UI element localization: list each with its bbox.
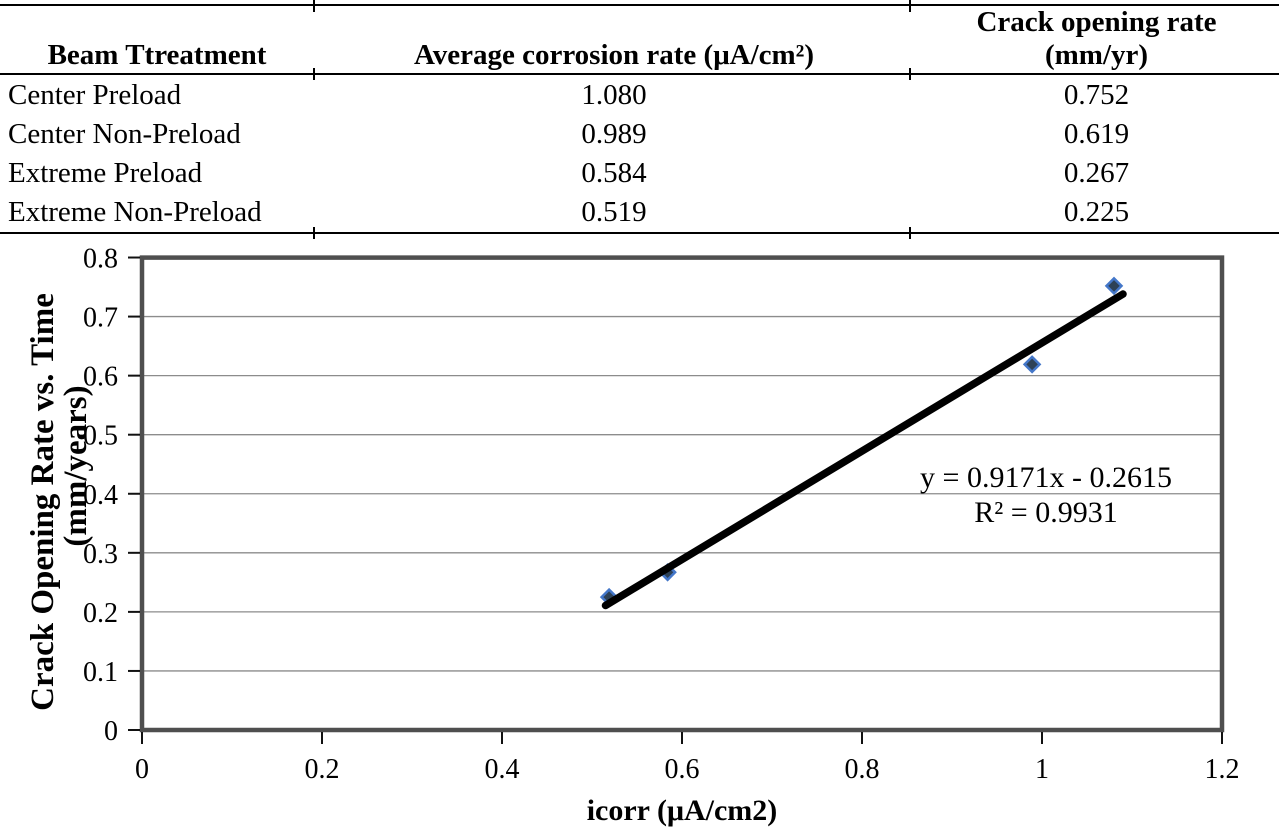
column-separator-tick [909,0,911,12]
corrosion-rate-cell: 0.584 [581,157,647,189]
axis-ticks [128,256,1223,744]
x-tick-label: 0 [135,754,149,785]
treatment-cell: Extreme Preload [8,157,203,189]
crack-rate-cell: 0.225 [1063,196,1130,228]
y-axis-title-line1: Crack Opening Rate vs. Time [25,293,61,711]
x-tick-label: 0.8 [845,754,880,785]
treatment-cell: Center Preload [8,79,182,111]
x-tick-labels: 0 0.2 0.4 0.6 0.8 1 1.2 [135,754,1240,785]
crack-rate-cell: 0.619 [1063,118,1130,150]
data-points [599,276,1124,607]
header-crack-opening-rate: Crack opening rate (mm/yr) [914,6,1279,77]
table-row: Extreme Preload 0.584 0.267 [0,154,1279,193]
r-squared-label: R² = 0.9931 [974,496,1117,529]
header-crack-opening-rate-line2: (mm/yr) [1044,39,1149,71]
y-tick-label: 0.5 [83,421,118,452]
y-tick-label: 0.1 [83,657,118,688]
column-separator-tick [909,227,911,239]
y-tick-label: 0.2 [83,598,118,629]
table-header-row: Beam Ttreatment Average corrosion rate (… [0,6,1279,73]
table-header-rule [0,73,1279,75]
table-row: Center Preload 1.080 0.752 [0,76,1279,115]
trendline [601,290,1127,610]
column-separator-tick [909,68,911,80]
x-tick-label: 1.2 [1205,754,1240,785]
y-tick-label: 0.6 [83,362,118,393]
corrosion-rate-cell: 0.989 [581,118,647,150]
data-point-marker [1104,276,1124,296]
y-tick-labels: 0 0.1 0.2 0.3 0.4 0.5 0.6 0.7 0.8 [83,244,118,747]
y-tick-label: 0 [104,716,118,747]
treatment-cell: Center Non-Preload [8,118,241,150]
table-row: Center Non-Preload 0.989 0.619 [0,115,1279,154]
scatter-chart: 0 0.2 0.4 0.6 0.8 1 1.2 0 0.1 0.2 0.3 0.4 0.5 0.6 0.7… [25,244,1240,827]
trendline-equation: y = 0.9171x - 0.2615 [920,461,1172,494]
crack-rate-cell: 0.752 [1063,79,1130,111]
table-top-rule [0,4,1279,6]
header-beam-treatment: Beam Ttreatment [47,39,267,71]
y-tick-label: 0.3 [83,539,118,570]
table-row: Extreme Non-Preload 0.519 0.225 [0,193,1279,232]
treatment-cell: Extreme Non-Preload [8,196,262,228]
table-body: Center Preload 1.080 0.752 Center Non-Pr… [0,76,1279,232]
x-tick-label: 0.6 [665,754,700,785]
y-tick-label: 0.7 [83,303,118,334]
column-separator-tick [313,68,315,80]
results-table: Beam Ttreatment Average corrosion rate (… [0,0,1279,240]
column-separator-tick [313,227,315,239]
crack-rate-cell: 0.267 [1063,157,1130,189]
x-tick-label: 1 [1035,754,1049,785]
corrosion-rate-cell: 0.519 [581,196,647,228]
y-tick-label: 0.4 [83,480,118,511]
y-axis-title-line2: (mm/years) [58,385,94,546]
y-tick-label: 0.8 [83,244,118,275]
data-point-marker [1022,355,1042,374]
corrosion-rate-cell: 1.080 [581,79,647,111]
x-tick-label: 0.2 [305,754,340,785]
gridlines [142,315,1222,672]
header-corrosion-rate: Average corrosion rate (μA/cm²) [413,39,815,71]
x-axis-title: icorr (μA/cm2) [587,794,778,827]
table-bottom-rule [0,232,1279,234]
x-tick-label: 0.4 [485,754,520,785]
header-crack-opening-rate-line1: Crack opening rate [976,6,1217,38]
plot-frame [139,255,1225,733]
column-separator-tick [313,0,315,12]
